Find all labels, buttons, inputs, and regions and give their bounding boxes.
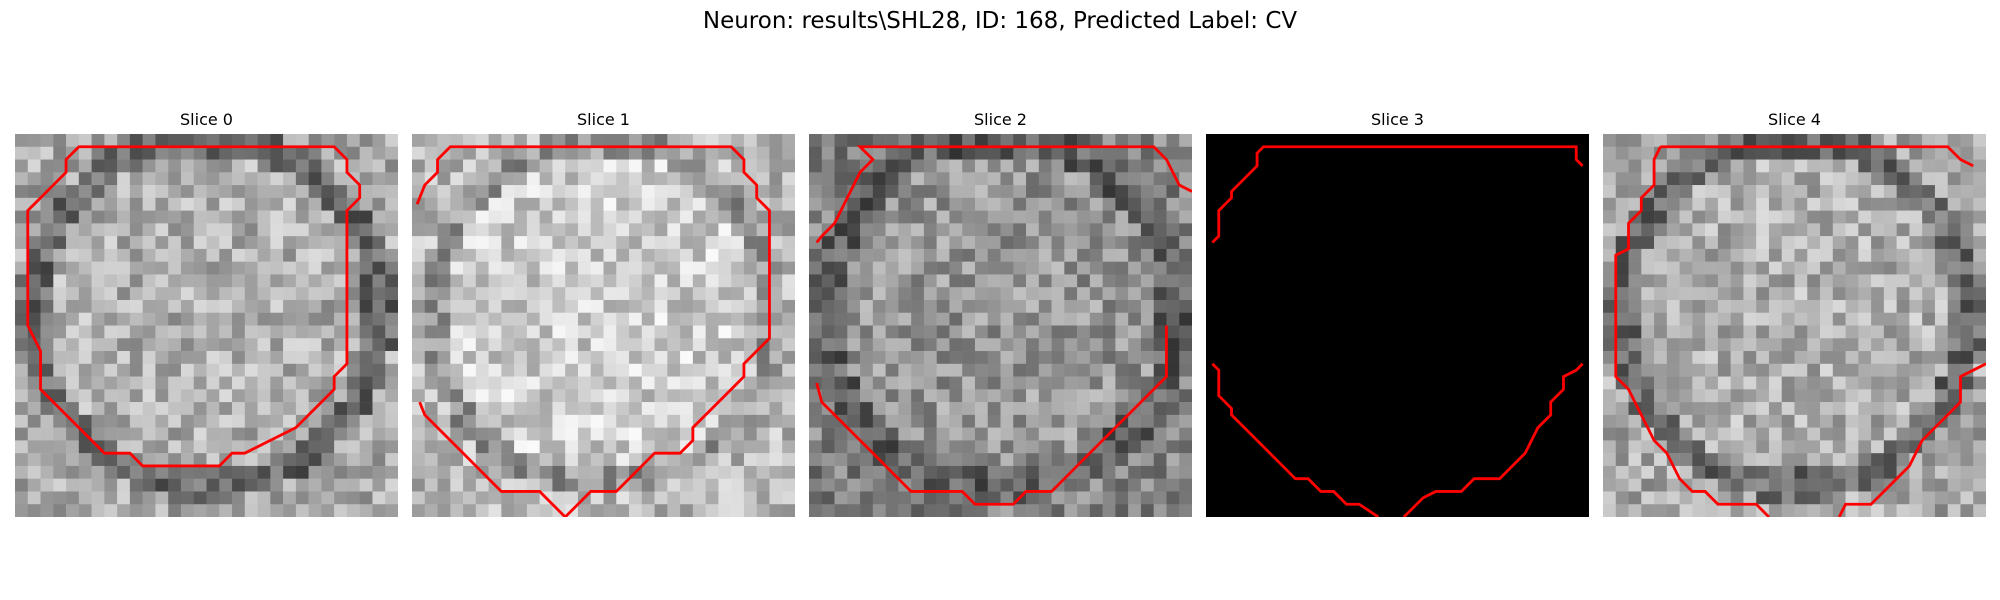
slice-panel-0: Slice 0 [15,108,398,517]
slice-image [1603,134,1986,517]
slice-image [809,134,1192,517]
contour-outline [815,145,1192,506]
contour-outline [1211,145,1584,517]
slice-title: Slice 0 [180,110,233,129]
slice-panel-4: Slice 4 [1603,108,1986,517]
slice-title: Slice 1 [577,110,630,129]
slice-title: Slice 4 [1768,110,1821,129]
figure-title: Neuron: results\SHL28, ID: 168, Predicte… [702,8,1298,34]
cell-texture [15,134,398,517]
cell-texture [412,134,795,517]
cell-texture [809,134,1192,517]
slice-panel-3: Slice 3 [1206,108,1589,517]
contour-outline [415,145,771,517]
slice-image [1206,134,1589,517]
cell-texture [1603,134,1986,517]
slice-panel-2: Slice 2 [809,108,1192,517]
slice-panel-1: Slice 1 [412,108,795,517]
slice-title: Slice 3 [1371,110,1424,129]
black-background [1206,134,1589,517]
contour-outline [1614,145,1986,517]
slice-image [412,134,795,517]
slice-image [15,134,398,517]
slice-title: Slice 2 [974,110,1027,129]
contour-outline [26,145,362,468]
